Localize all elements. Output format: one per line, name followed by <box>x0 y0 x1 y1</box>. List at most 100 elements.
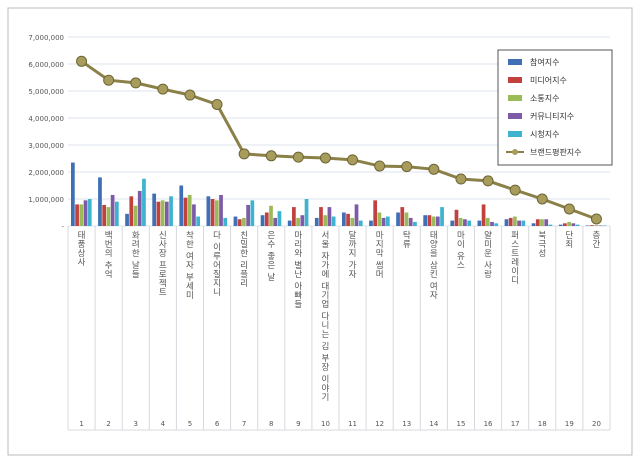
rank-label: 19 <box>565 420 574 428</box>
bar-커뮤니티지수-20 <box>598 225 603 226</box>
bar-커뮤니티지수-4 <box>164 201 169 226</box>
rank-label: 18 <box>538 420 547 428</box>
bar-미디어지수-18 <box>535 219 540 226</box>
bar-시청지수-15 <box>467 220 471 226</box>
bar-소통지수-3 <box>133 205 138 226</box>
bar-미디어지수-9 <box>292 207 296 226</box>
bar-시청지수-12 <box>385 216 390 226</box>
bar-참여지수-10 <box>314 217 319 226</box>
bar-커뮤니티지수-17 <box>517 220 521 226</box>
rank-label: 5 <box>188 420 192 428</box>
legend-label: 커뮤니티지수 <box>530 111 574 121</box>
bar-참여지수-14 <box>423 215 428 226</box>
line-point-10 <box>319 152 331 164</box>
bar-커뮤니티지수-13 <box>408 217 413 226</box>
bar-참여지수-4 <box>152 193 157 226</box>
line-point-2 <box>103 74 115 86</box>
bar-미디어지수-13 <box>400 207 405 226</box>
bar-참여지수-19 <box>558 224 563 226</box>
bar-소통지수-15 <box>458 217 463 226</box>
legend-label: 미디어지수 <box>530 75 567 85</box>
rank-label: 20 <box>592 420 601 428</box>
bar-커뮤니티지수-15 <box>463 219 467 226</box>
legend-swatch <box>508 113 522 119</box>
bar-소통지수-6 <box>214 200 219 226</box>
bar-참여지수-11 <box>342 212 346 226</box>
bar-미디어지수-10 <box>319 207 323 226</box>
bar-커뮤니티지수-18 <box>544 219 549 226</box>
bar-커뮤니티지수-11 <box>354 204 359 226</box>
bar-시청지수-20 <box>602 225 607 226</box>
bar-시청지수-10 <box>331 216 336 226</box>
rank-label: 17 <box>511 420 520 428</box>
bar-시청지수-14 <box>440 207 444 226</box>
bar-커뮤니티지수-2 <box>110 194 115 226</box>
bar-미디어지수-15 <box>454 209 459 226</box>
bar-참여지수-6 <box>206 196 211 226</box>
bar-참여지수-1 <box>71 162 75 226</box>
bar-참여지수-3 <box>125 213 129 226</box>
bar-소통지수-20 <box>594 225 599 226</box>
line-point-3 <box>130 77 142 89</box>
y-tick-label: 4,000,000 <box>28 115 64 123</box>
rank-label: 6 <box>215 420 220 428</box>
bar-참여지수-2 <box>98 177 102 226</box>
legend-swatch <box>508 131 522 137</box>
bar-시청지수-11 <box>358 220 363 226</box>
bar-참여지수-20 <box>585 225 590 226</box>
bar-소통지수-10 <box>323 215 328 226</box>
line-point-8 <box>265 150 277 162</box>
y-tick-label: 7,000,000 <box>28 34 64 42</box>
line-point-5 <box>184 89 196 101</box>
bar-소통지수-5 <box>187 194 192 226</box>
bar-커뮤니티지수-7 <box>246 204 250 226</box>
bar-시청지수-3 <box>142 178 146 226</box>
line-point-20 <box>590 213 602 225</box>
bar-커뮤니티지수-8 <box>273 217 278 226</box>
line-point-11 <box>347 154 359 166</box>
rank-label: 11 <box>348 420 357 428</box>
line-point-15 <box>455 173 467 185</box>
line-point-7 <box>238 148 250 160</box>
bar-소통지수-19 <box>567 221 571 226</box>
y-tick-label: 6,000,000 <box>28 61 64 69</box>
bar-참여지수-5 <box>179 185 184 226</box>
legend-swatch <box>508 77 522 83</box>
bar-참여지수-8 <box>260 215 265 226</box>
bar-시청지수-5 <box>196 216 200 226</box>
bar-소통지수-4 <box>160 200 165 226</box>
bar-미디어지수-12 <box>373 200 378 226</box>
rank-label: 4 <box>161 420 166 428</box>
bar-소통지수-2 <box>106 207 111 226</box>
rank-label: 3 <box>134 420 138 428</box>
bar-미디어지수-19 <box>563 223 567 226</box>
rank-label: 15 <box>456 420 465 428</box>
legend-marker <box>512 149 518 155</box>
bar-참여지수-13 <box>396 212 400 226</box>
rank-label: 9 <box>296 420 300 428</box>
bar-미디어지수-17 <box>508 217 513 226</box>
bar-미디어지수-11 <box>346 213 350 226</box>
bar-소통지수-1 <box>79 204 84 226</box>
line-point-14 <box>428 163 440 175</box>
bar-소통지수-13 <box>404 212 409 226</box>
bar-참여지수-15 <box>450 220 455 226</box>
bar-소통지수-18 <box>540 219 544 226</box>
bar-시청지수-17 <box>521 220 526 226</box>
line-point-17 <box>509 184 521 196</box>
bar-미디어지수-6 <box>210 199 215 226</box>
bar-시청지수-1 <box>87 199 92 226</box>
bar-커뮤니티지수-19 <box>571 223 576 226</box>
rank-label: 10 <box>321 420 330 428</box>
